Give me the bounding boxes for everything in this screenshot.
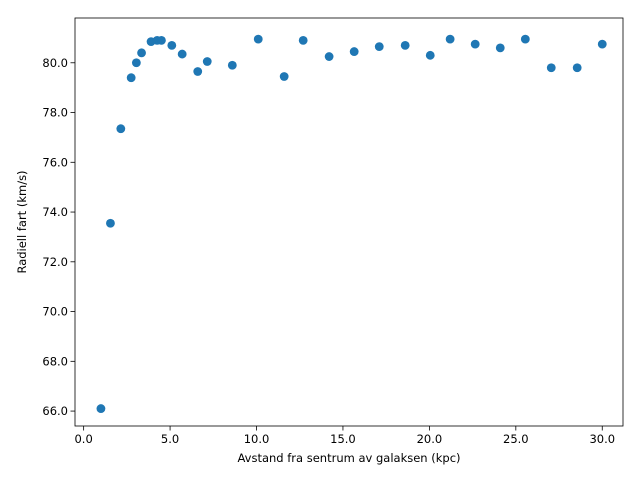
data-points: [96, 34, 607, 413]
y-tick-label: 76.0: [42, 155, 68, 169]
data-point: [227, 60, 237, 70]
data-point: [298, 35, 308, 45]
data-point: [167, 40, 177, 50]
data-point: [193, 67, 203, 76]
data-point: [425, 50, 435, 60]
data-point: [470, 39, 480, 49]
x-tick-label: 0.0: [74, 432, 92, 446]
data-point: [202, 57, 212, 66]
x-axis-label: Avstand fra sentrum av galaksen (kpc): [237, 451, 460, 465]
data-point: [96, 404, 106, 413]
y-axis-label: Radiell fart (km/s): [15, 170, 29, 273]
y-tick-label: 72.0: [42, 255, 68, 269]
data-point: [106, 218, 115, 228]
data-point: [116, 124, 126, 134]
data-point: [157, 35, 166, 45]
y-tick-label: 74.0: [42, 205, 68, 219]
y-tick-label: 66.0: [42, 404, 68, 418]
x-tick-label: 10.0: [244, 432, 270, 446]
data-point: [400, 40, 410, 50]
data-point: [177, 49, 187, 59]
data-point: [495, 43, 505, 53]
data-point: [374, 42, 384, 52]
data-point: [597, 39, 607, 49]
x-tick-label: 25.0: [503, 432, 529, 446]
y-tick-label: 78.0: [42, 106, 68, 120]
plot-frame: [74, 17, 624, 427]
y-tick-label: 70.0: [42, 305, 68, 319]
data-point: [131, 58, 141, 68]
data-point: [445, 34, 455, 44]
y-axis-ticks: 66.0 68.0 70.0 72.0 74.0 76.0 78.0 80.0: [42, 56, 75, 418]
x-tick-label: 20.0: [417, 432, 443, 446]
x-tick-label: 15.0: [330, 432, 356, 446]
data-point: [279, 72, 289, 81]
data-point: [520, 34, 530, 44]
x-axis-ticks: 0.0 5.0 10.0 15.0 20.0 25.0 30.0: [74, 426, 615, 446]
y-tick-label: 80.0: [42, 56, 68, 70]
plot-area: [74, 17, 624, 427]
data-point: [253, 34, 263, 44]
data-point: [572, 63, 582, 73]
y-tick-label: 68.0: [42, 354, 68, 368]
data-point: [324, 52, 334, 61]
x-tick-label: 30.0: [589, 432, 615, 446]
data-point: [349, 47, 359, 56]
data-point: [137, 48, 146, 58]
x-tick-label: 5.0: [161, 432, 179, 446]
data-point: [126, 73, 136, 83]
data-point: [546, 63, 556, 73]
